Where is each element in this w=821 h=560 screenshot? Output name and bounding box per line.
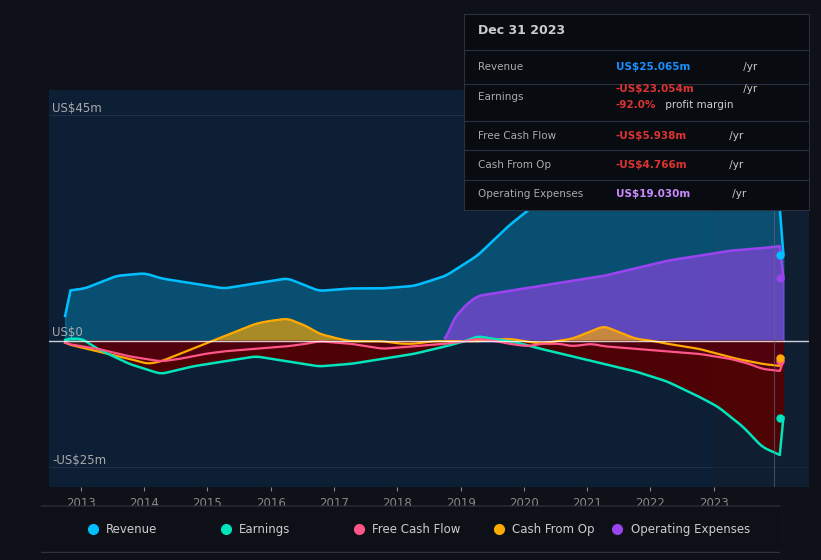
Text: -92.0%: -92.0% — [616, 100, 656, 110]
Text: -US$4.766m: -US$4.766m — [616, 160, 687, 170]
Text: -US$25m: -US$25m — [53, 454, 107, 467]
Text: /yr: /yr — [740, 85, 757, 95]
Text: Dec 31 2023: Dec 31 2023 — [478, 24, 565, 37]
Text: US$25.065m: US$25.065m — [616, 62, 690, 72]
Text: Free Cash Flow: Free Cash Flow — [478, 130, 556, 141]
Text: /yr: /yr — [726, 160, 743, 170]
Text: US$19.030m: US$19.030m — [616, 189, 690, 199]
Text: Operating Expenses: Operating Expenses — [478, 189, 583, 199]
Text: Operating Expenses: Operating Expenses — [631, 522, 750, 536]
Text: Revenue: Revenue — [106, 522, 158, 536]
Text: Revenue: Revenue — [478, 62, 523, 72]
Text: /yr: /yr — [740, 62, 757, 72]
Bar — [713, 90, 809, 487]
Text: /yr: /yr — [729, 189, 746, 199]
Text: Free Cash Flow: Free Cash Flow — [372, 522, 461, 536]
Text: -US$5.938m: -US$5.938m — [616, 130, 687, 141]
Text: US$0: US$0 — [53, 326, 83, 339]
Text: -US$23.054m: -US$23.054m — [616, 85, 695, 95]
Text: Cash From Op: Cash From Op — [512, 522, 595, 536]
Text: Earnings: Earnings — [239, 522, 291, 536]
Text: profit margin: profit margin — [662, 100, 734, 110]
Text: Cash From Op: Cash From Op — [478, 160, 551, 170]
FancyBboxPatch shape — [34, 506, 787, 552]
Text: /yr: /yr — [726, 130, 743, 141]
Text: Earnings: Earnings — [478, 92, 523, 102]
Text: US$45m: US$45m — [53, 102, 102, 115]
